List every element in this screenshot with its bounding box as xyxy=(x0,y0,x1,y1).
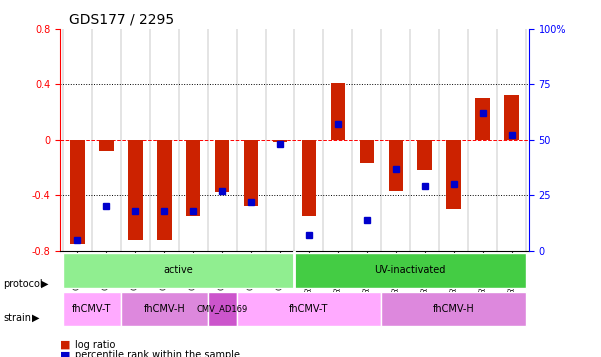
Text: ■: ■ xyxy=(60,350,70,357)
Bar xyxy=(70,140,85,244)
Text: ▶: ▶ xyxy=(41,279,48,289)
Bar xyxy=(186,140,201,216)
Text: GDS177 / 2295: GDS177 / 2295 xyxy=(70,12,175,26)
FancyBboxPatch shape xyxy=(208,292,237,327)
Text: log ratio: log ratio xyxy=(75,340,115,350)
Text: UV-inactivated: UV-inactivated xyxy=(374,265,446,275)
FancyBboxPatch shape xyxy=(121,292,208,327)
Text: fhCMV-T: fhCMV-T xyxy=(289,304,329,314)
Text: fhCMV-T: fhCMV-T xyxy=(72,304,112,314)
Bar xyxy=(447,140,461,209)
FancyBboxPatch shape xyxy=(63,292,121,327)
Text: percentile rank within the sample: percentile rank within the sample xyxy=(75,350,240,357)
Text: CMV_AD169: CMV_AD169 xyxy=(197,305,248,313)
Text: ▶: ▶ xyxy=(32,313,40,323)
Bar xyxy=(273,140,287,142)
Text: active: active xyxy=(164,265,194,275)
FancyBboxPatch shape xyxy=(381,292,526,327)
Text: strain: strain xyxy=(3,313,31,323)
Bar xyxy=(157,140,171,240)
Bar xyxy=(388,140,403,191)
Bar xyxy=(128,140,142,240)
Text: protocol: protocol xyxy=(3,279,43,289)
Bar xyxy=(504,95,519,140)
Bar xyxy=(359,140,374,163)
Bar xyxy=(215,140,230,192)
Text: fhCMV-H: fhCMV-H xyxy=(144,304,185,314)
Text: ■: ■ xyxy=(60,340,70,350)
Bar xyxy=(418,140,432,170)
Bar xyxy=(331,83,345,140)
Bar xyxy=(99,140,114,151)
FancyBboxPatch shape xyxy=(63,253,294,288)
Bar xyxy=(475,98,490,140)
Text: fhCMV-H: fhCMV-H xyxy=(433,304,475,314)
Bar xyxy=(302,140,316,216)
FancyBboxPatch shape xyxy=(294,253,526,288)
FancyBboxPatch shape xyxy=(237,292,381,327)
Bar xyxy=(244,140,258,206)
